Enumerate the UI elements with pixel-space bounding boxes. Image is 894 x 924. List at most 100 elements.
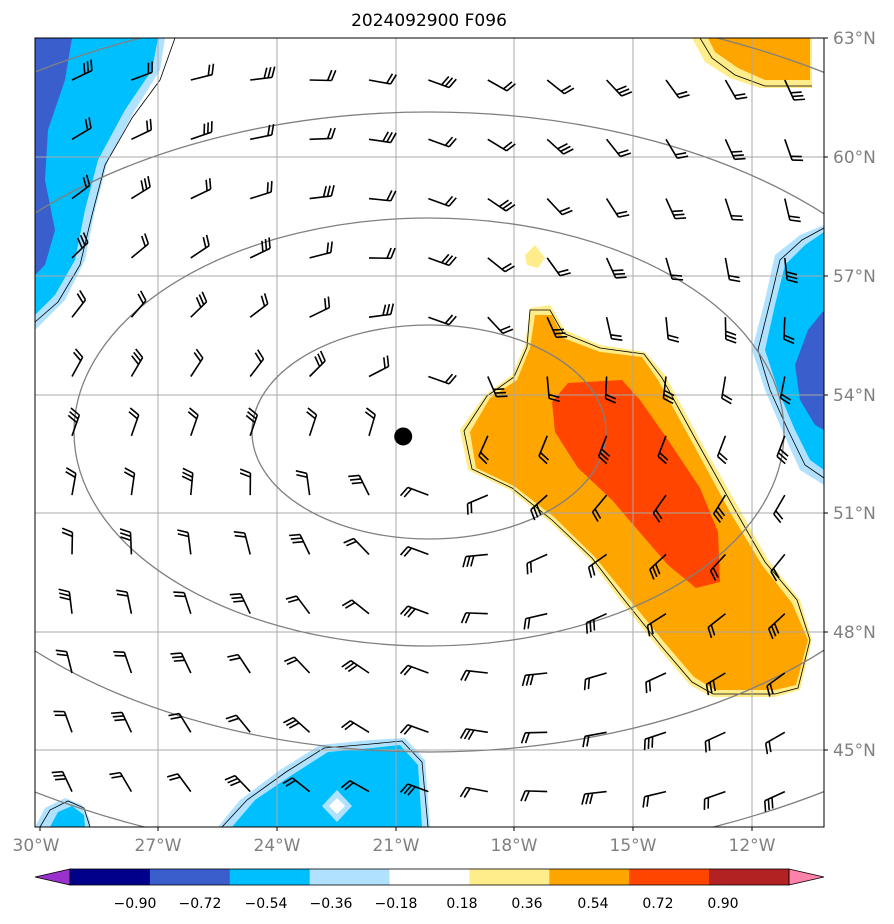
wind-barb [111,711,133,733]
wind-barb [399,546,429,557]
wind-barb [724,317,737,344]
x-tick-labels: 30°W 27°W 24°W 21°W 18°W 15°W 12°W [13,836,776,856]
wind-barb [249,293,269,318]
wind-barb [605,317,623,341]
wind-barb [583,672,607,691]
wind-barb [487,257,515,273]
wind-barb [399,664,429,676]
wind-barb [340,780,370,793]
colorbar-frame [69,868,790,886]
wind-barb [295,470,311,496]
wind-barb [283,716,311,733]
contour-fill-orange-northeast [708,38,810,80]
y-tick-label: 45°N [833,741,876,761]
wind-barb [181,467,194,496]
wind-barb [341,660,370,674]
wind-barb [582,731,607,748]
contour-fill-blue-south [232,745,422,827]
wind-barb [713,494,727,523]
wind-barbs [51,59,806,812]
wind-barb [306,407,318,437]
wind-barb [399,486,429,498]
colorbar-cell [309,869,391,885]
wind-barb [665,138,689,159]
wind-barb [71,232,89,259]
contour-line-central [463,309,811,695]
colorbar-tick-label: −0.18 [375,896,418,912]
wind-barb [113,651,133,674]
wind-barb [343,537,370,555]
wind-barb [716,435,728,465]
wind-barb [605,138,632,158]
wind-barb [249,180,273,200]
wind-barb [604,376,617,404]
axis-ticks [39,37,828,831]
contour-line-east [757,227,824,479]
wind-barb [224,774,251,793]
wind-barb [71,348,84,377]
wind-barb [71,174,91,200]
wind-barb [546,316,568,339]
wind-barb [119,528,133,555]
contour-fill-blue-southwest [50,806,85,827]
wind-barb [460,612,488,624]
colorbar-cell [70,869,151,885]
wind-barb [368,190,397,202]
wind-barb [764,731,786,755]
wind-barb [130,348,144,377]
contour-fill-yellow-blob [525,245,545,268]
y-tick-labels: 63°N 60°N 57°N 54°N 51°N 48°N 45°N [833,29,876,761]
wind-barb [784,79,806,101]
wind-barb [779,376,792,405]
wind-barb [784,198,801,223]
wind-barb [428,195,457,207]
wind-barb [478,435,489,465]
colorbar-cell [549,869,630,885]
wind-barb [665,257,684,281]
wind-barb [643,731,667,751]
colorbar-tick-labels: −0.90 −0.72 −0.54 −0.36 −0.18 0.18 0.36 … [114,896,739,912]
colorbar-cell [629,869,710,885]
wind-barb [773,494,786,524]
wind-barb [784,139,804,162]
wind-barb [368,131,397,144]
wind-barb [71,59,93,81]
wind-barb [428,136,457,148]
wind-barb [606,79,633,97]
contour-line-southwest [39,800,91,827]
wind-barb [546,198,573,216]
wind-barb [487,316,514,335]
wind-barb [770,553,786,582]
colorbar-extend-high [788,868,825,886]
x-tick-label: 15°W [610,836,657,856]
wind-barb [520,790,548,802]
wind-barb [130,176,151,200]
colorbar-cell [229,869,311,885]
wind-barb [526,553,548,575]
wind-barb [309,350,326,378]
wind-barb [705,672,726,696]
wind-barb [309,69,337,82]
contour-line-northeast [699,38,812,87]
wind-barb [707,613,726,639]
contour-fill-dark-blue-east [795,310,824,430]
wind-barb [309,127,336,141]
x-tick-label: 12°W [729,836,776,856]
colorbar-tick-label: 0.54 [577,896,608,912]
wind-barb [399,605,429,618]
colorbar-tick-label: −0.36 [310,896,353,912]
wind-barb [646,613,667,637]
x-tick-label: 18°W [491,836,538,856]
wind-barb [776,435,789,465]
colorbar-tick-label: 0.18 [446,896,477,912]
wind-barb [190,63,215,81]
wind-barb [466,494,489,515]
wind-barb [662,376,675,405]
wind-barb [587,553,608,578]
colorbar-tick-label: 0.36 [511,896,542,912]
wind-barb [487,376,508,398]
colorbar-cell [389,869,470,885]
chart-title: 2024092900 F096 [351,11,507,31]
wind-barb [250,123,275,141]
